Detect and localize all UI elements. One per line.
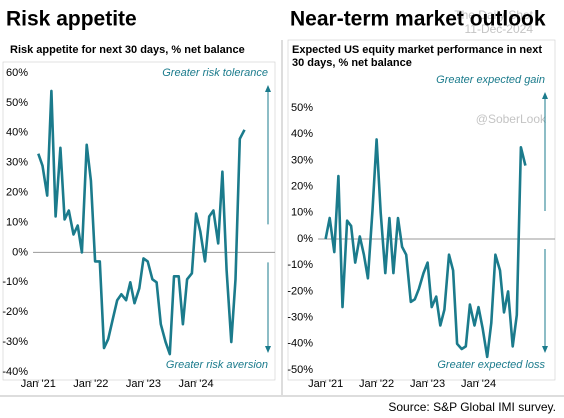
- y-tick-label: -40%: [2, 366, 28, 378]
- y-tick-label: 50%: [291, 102, 313, 114]
- y-tick-label: -20%: [2, 306, 28, 318]
- y-tick-label: 20%: [6, 187, 28, 199]
- x-tick-label: Jan '21: [21, 378, 56, 390]
- y-tick-label: 10%: [6, 216, 28, 228]
- x-tick-label: Jan '23: [410, 378, 445, 390]
- chart-subtitle: Risk appetite for next 30 days, % net ba…: [10, 44, 245, 56]
- annotation: Greater risk aversion: [166, 359, 268, 371]
- plot-frame: [2, 61, 276, 381]
- y-tick-label: 40%: [6, 127, 28, 139]
- source: Source: S&P Global IMI survey.: [388, 400, 556, 414]
- annotation: Greater expected loss: [437, 359, 545, 371]
- y-tick-label: 30%: [291, 154, 313, 166]
- line-series: [324, 138, 527, 359]
- chart-title: Near-term market outlook: [290, 8, 546, 31]
- plot-frame: [287, 39, 556, 381]
- y-tick-label: -30%: [2, 336, 28, 348]
- y-tick-label: -40%: [287, 338, 313, 350]
- y-tick-label: 50%: [6, 97, 28, 109]
- y-tick-label: -10%: [287, 259, 313, 271]
- y-tick-label: 10%: [291, 207, 313, 219]
- line-series: [37, 89, 246, 356]
- watermark: 11-Dec-2024: [465, 22, 534, 36]
- y-tick-label: 30%: [6, 157, 28, 169]
- watermark: The Daily Shot: [454, 8, 533, 22]
- arrow-head: [542, 346, 548, 353]
- arrow-head: [265, 85, 271, 92]
- arrow-head: [542, 92, 548, 99]
- x-tick-label: Jan '22: [359, 378, 394, 390]
- y-tick-label: -30%: [287, 312, 313, 324]
- y-tick-label: 0%: [12, 246, 28, 258]
- y-tick-label: -20%: [287, 285, 313, 297]
- arrow-head: [265, 346, 271, 353]
- y-tick-label: 60%: [6, 67, 28, 79]
- annotation: Greater risk tolerance: [162, 67, 268, 79]
- y-tick-label: 0%: [297, 233, 313, 245]
- x-tick-label: Jan '21: [308, 378, 343, 390]
- y-tick-label: 40%: [291, 128, 313, 140]
- x-tick-label: Jan '22: [73, 378, 108, 390]
- y-tick-label: 20%: [291, 181, 313, 193]
- watermark: @SoberLook: [476, 112, 547, 126]
- chart-subtitle: Expected US equity market performance in…: [292, 44, 542, 69]
- y-tick-label: -10%: [2, 276, 28, 288]
- annotation: Greater expected gain: [436, 74, 545, 86]
- x-tick-label: Jan '23: [126, 378, 161, 390]
- chart-title: Risk appetite: [6, 8, 137, 31]
- y-tick-label: -50%: [287, 364, 313, 376]
- x-tick-label: Jan '24: [179, 378, 214, 390]
- x-tick-label: Jan '24: [461, 378, 496, 390]
